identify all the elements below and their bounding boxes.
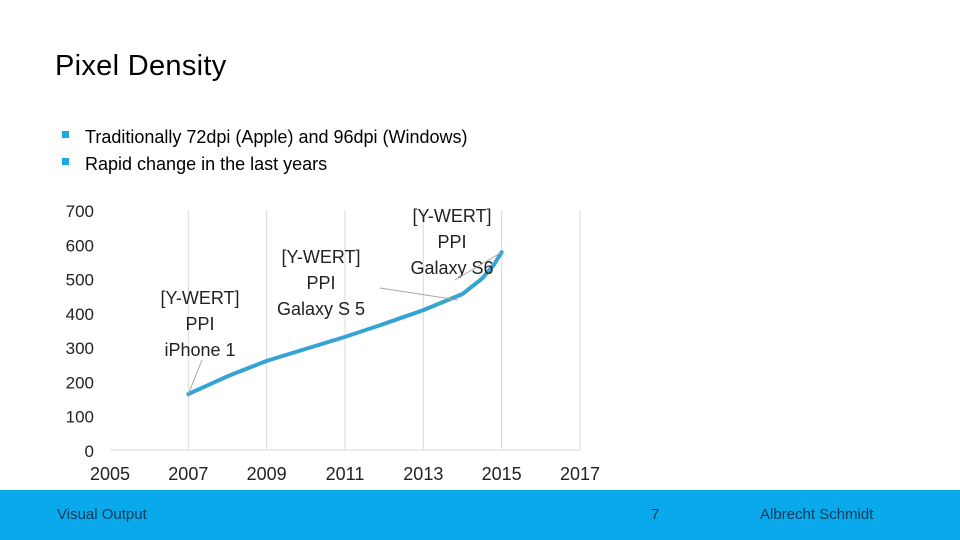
footer-author: Albrecht Schmidt bbox=[760, 506, 874, 523]
annotation-label: Galaxy S6 bbox=[410, 258, 493, 278]
bullet-item: Traditionally 72dpi (Apple) and 96dpi (W… bbox=[62, 124, 468, 151]
footer-bar: Visual Output 7 Albrecht Schmidt bbox=[0, 490, 960, 540]
bullet-square-icon bbox=[62, 131, 69, 138]
bullet-item: Rapid change in the last years bbox=[62, 151, 468, 178]
y-tick-label: 700 bbox=[66, 202, 94, 221]
annotation-leader-line bbox=[454, 251, 502, 281]
x-tick-label: 2013 bbox=[403, 464, 443, 484]
page-number: 7 bbox=[651, 506, 660, 523]
y-tick-label: 400 bbox=[66, 305, 94, 324]
y-tick-label: 600 bbox=[66, 236, 94, 255]
annotation-label: [Y-WERT] bbox=[281, 247, 360, 267]
x-tick-label: 2009 bbox=[247, 464, 287, 484]
slide-title: Pixel Density bbox=[55, 50, 227, 82]
x-tick-label: 2017 bbox=[560, 464, 600, 484]
x-tick-label: 2011 bbox=[326, 464, 365, 484]
bullet-square-icon bbox=[62, 158, 69, 165]
annotation-leader-line bbox=[187, 359, 203, 395]
series-line bbox=[186, 250, 504, 397]
annotation-leader-line bbox=[379, 287, 459, 301]
annotation-label: PPI bbox=[185, 314, 214, 334]
x-tick-label: 2015 bbox=[482, 464, 522, 484]
footer-section-label: Visual Output bbox=[57, 506, 147, 523]
y-tick-label: 500 bbox=[66, 271, 94, 290]
annotation-label: iPhone 1 bbox=[164, 340, 235, 360]
y-tick-label: 200 bbox=[66, 373, 94, 392]
annotation-label: PPI bbox=[437, 232, 466, 252]
pixel-density-chart: 0 100 200 300 400 500 600 700 2005 2007 2009 2011 20… bbox=[66, 202, 600, 484]
x-tick-label: 2005 bbox=[90, 464, 130, 484]
annotation-label: PPI bbox=[306, 273, 335, 293]
y-tick-label: 300 bbox=[66, 339, 94, 358]
bullet-text: Rapid change in the last years bbox=[85, 154, 328, 174]
y-tick-label: 0 bbox=[85, 442, 94, 461]
bullet-list: Traditionally 72dpi (Apple) and 96dpi (W… bbox=[62, 124, 468, 178]
y-tick-label: 100 bbox=[66, 408, 94, 427]
annotation-label: [Y-WERT] bbox=[160, 288, 239, 308]
annotation-label: [Y-WERT] bbox=[412, 206, 491, 226]
bullet-text: Traditionally 72dpi (Apple) and 96dpi (W… bbox=[85, 127, 468, 147]
x-tick-label: 2007 bbox=[168, 464, 208, 484]
annotation-label: Galaxy S 5 bbox=[277, 299, 365, 319]
